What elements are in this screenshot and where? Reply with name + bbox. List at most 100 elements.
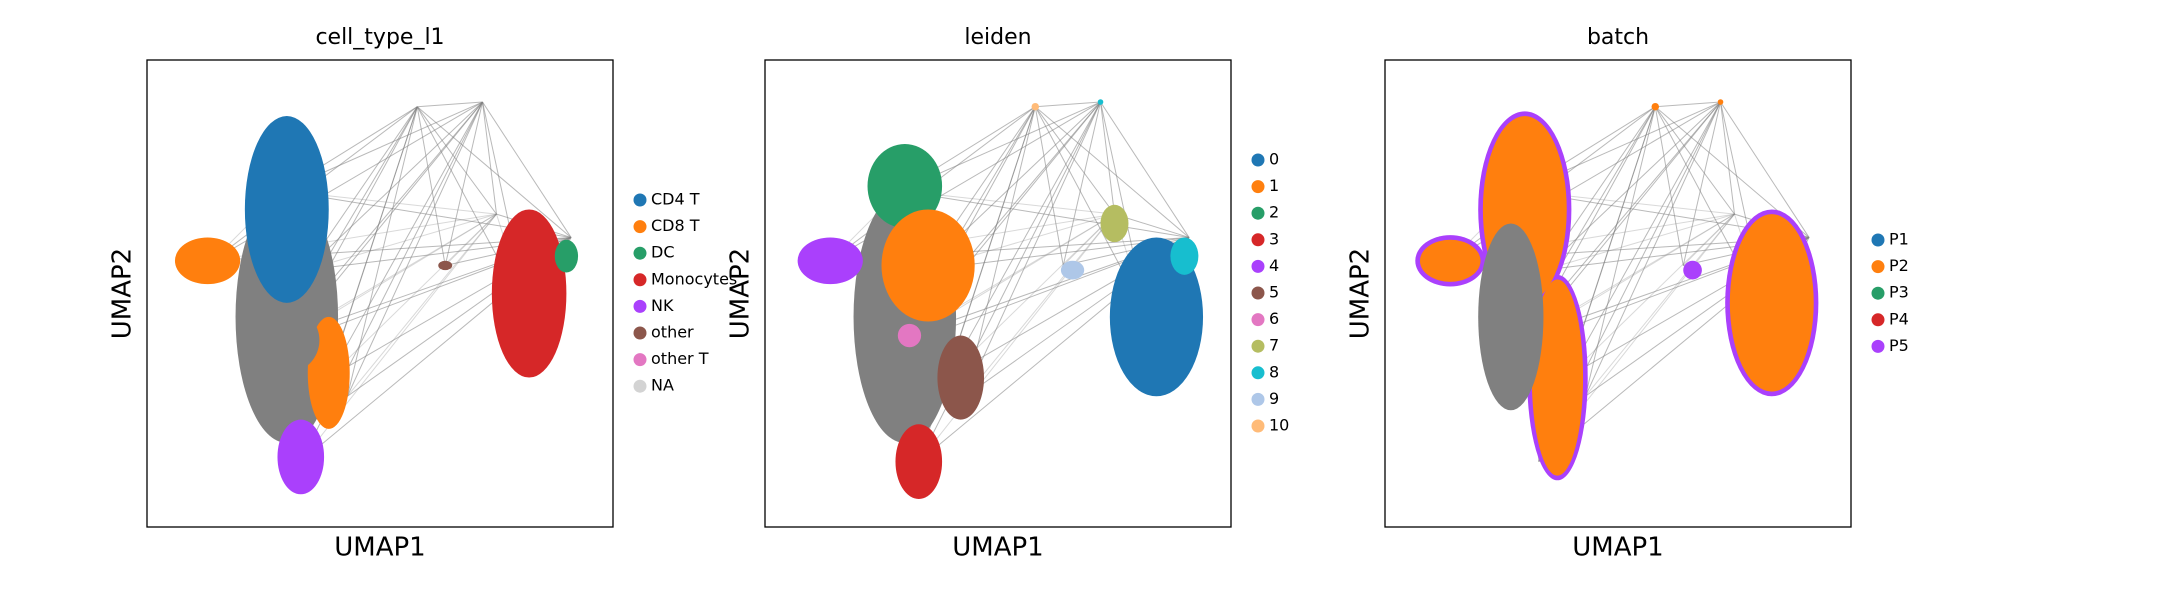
graph-edge (444, 213, 497, 266)
graph-edge (964, 213, 1115, 397)
cluster-region (881, 209, 975, 322)
y-axis-label: UMAP2 (108, 248, 138, 339)
graph-edge (482, 101, 497, 215)
legend-label: Monocytes (651, 269, 737, 288)
cluster-region (1060, 260, 1085, 280)
graph-edge (1720, 101, 1735, 215)
y-axis-label: UMAP2 (1346, 248, 1376, 339)
cluster-region (491, 209, 567, 378)
cluster-region (174, 237, 241, 285)
graph-edge (328, 101, 483, 378)
legend-marker (1251, 180, 1265, 194)
legend-label: 0 (1269, 150, 1279, 169)
graph-edge (1543, 101, 1721, 271)
graph-edge (964, 101, 1101, 397)
legend-label: 3 (1269, 229, 1279, 248)
legend-label: 4 (1269, 256, 1279, 275)
legend-marker (1251, 339, 1265, 353)
cluster-region (1729, 214, 1814, 392)
legend-marker (1871, 313, 1885, 327)
legend-label: DC (651, 243, 675, 262)
graph-edge (346, 213, 497, 397)
cluster-region (797, 237, 863, 285)
cluster-region (1531, 279, 1584, 476)
legend-marker (1251, 153, 1265, 167)
legend-label: other T (651, 349, 709, 368)
graph-edge (444, 101, 484, 266)
graph-edge (1584, 101, 1721, 397)
legend-marker (1251, 233, 1265, 247)
legend-marker (633, 273, 647, 287)
panel: batch UMAP1 UMAP2 P1 P2 P3 P4 P5 (1346, 25, 1909, 563)
graph-edge (900, 190, 1190, 238)
x-axis-label: UMAP1 (1572, 533, 1663, 563)
graph-edge (417, 101, 483, 108)
y-axis-label: UMAP2 (726, 248, 756, 339)
graph-edge (328, 213, 497, 378)
cluster-region (937, 335, 985, 420)
legend-marker (633, 246, 647, 260)
legend-label: 2 (1269, 203, 1279, 222)
legend-marker (1251, 419, 1265, 433)
legend-label: P4 (1889, 309, 1909, 328)
graph-edge (1655, 101, 1721, 108)
cluster-region (554, 239, 579, 273)
legend-marker (633, 379, 647, 393)
graph-edge (1035, 101, 1101, 108)
legend-marker (633, 193, 647, 207)
cluster-region (897, 323, 922, 348)
graph-edge (1584, 106, 1656, 397)
cluster-region (1097, 99, 1104, 105)
graph-edge (482, 101, 572, 238)
graph-edge (1566, 213, 1735, 378)
legend-marker (633, 220, 647, 234)
legend-label: 6 (1269, 309, 1279, 328)
legend-marker (1871, 260, 1885, 274)
cluster-region (867, 144, 943, 229)
graph-edge (1584, 213, 1735, 397)
graph-edge (305, 213, 497, 271)
legend-label: 1 (1269, 176, 1279, 195)
graph-edge (946, 101, 1101, 378)
legend-marker (633, 326, 647, 340)
graph-edge (1543, 213, 1735, 271)
cluster-region (1419, 239, 1481, 282)
legend-marker (1251, 286, 1265, 300)
cluster-region (1100, 204, 1129, 243)
graph-edge (1682, 101, 1722, 266)
legend-label: other (651, 323, 694, 342)
legend-marker (633, 299, 647, 313)
cluster-region (254, 307, 320, 373)
graph-edge (1062, 101, 1102, 266)
plot-frame (146, 59, 614, 528)
graph-edge (918, 213, 1115, 462)
legend-label: P2 (1889, 256, 1909, 275)
graph-edge (1100, 101, 1190, 238)
legend-marker (1871, 286, 1885, 300)
graph-edge (1654, 106, 1684, 266)
graph-edge (416, 106, 572, 238)
cluster-region (1109, 237, 1204, 397)
legend-label: CD4 T (651, 190, 700, 209)
legend-label: 10 (1269, 416, 1289, 435)
legend-label: CD8 T (651, 216, 700, 235)
legend-label: 9 (1269, 389, 1279, 408)
legend-marker (1251, 259, 1265, 273)
graph-edge (1720, 101, 1810, 238)
legend-label: NA (651, 376, 674, 395)
legend-label: 7 (1269, 336, 1279, 355)
cluster-region (1651, 102, 1660, 111)
panel: cell_type_l1 UMAP1 UMAP2 CD4 T CD8 T DC Monocy… (108, 25, 738, 563)
graph-edge (346, 101, 483, 397)
legend-marker (1251, 392, 1265, 406)
panel-title: leiden (964, 25, 1031, 50)
cluster-region (895, 424, 943, 499)
panel-title: batch (1587, 25, 1649, 50)
cluster-region (1031, 102, 1040, 111)
graph-edge (1034, 106, 1190, 238)
legend-marker (1251, 313, 1265, 327)
legend-marker (1871, 233, 1885, 247)
x-axis-label: UMAP1 (952, 533, 1043, 563)
legend-marker (1251, 366, 1265, 380)
